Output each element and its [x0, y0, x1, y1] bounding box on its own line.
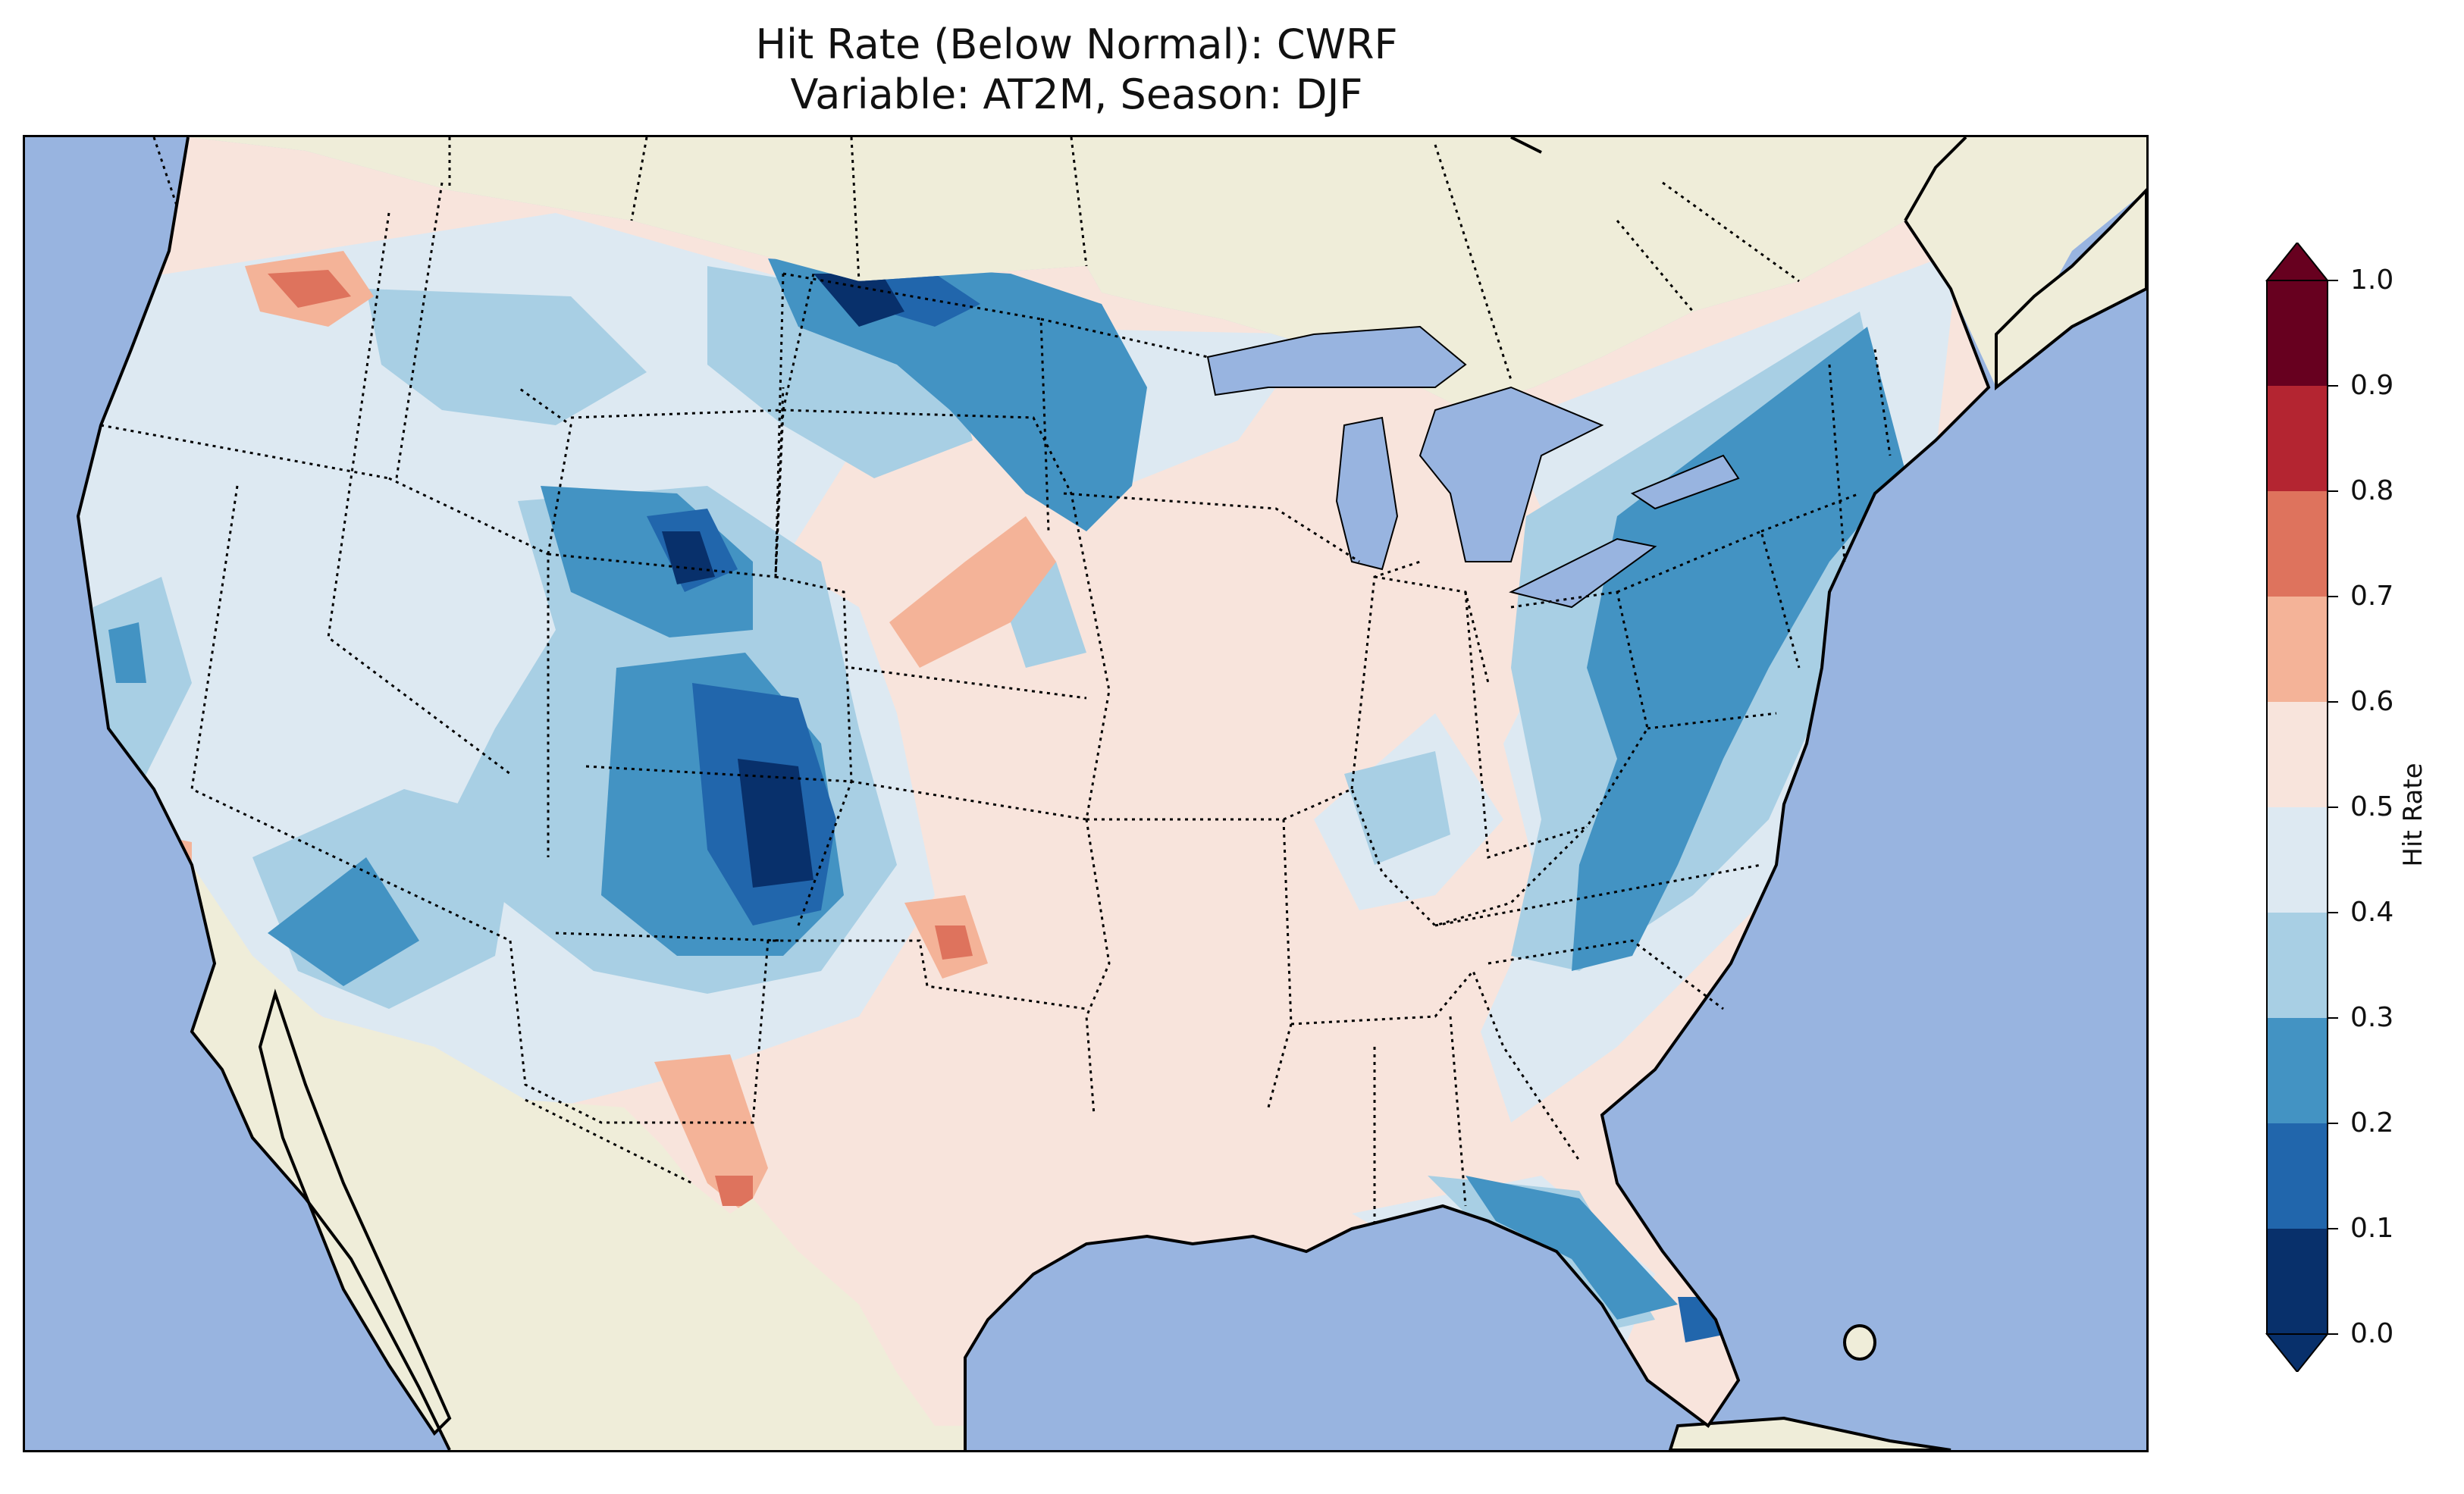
- colorbar-bin: [2267, 1229, 2328, 1334]
- colorbar: 1.0 0.9 0.8 0.7 0.6 0.5 0.4 0.3 0.2 0.1 0.0: [2259, 241, 2456, 1373]
- map-canvas: [25, 137, 2146, 1450]
- colorbar-tick-label: 0.4: [2350, 897, 2394, 928]
- title-line-1: Hit Rate (Below Normal): CWRF: [755, 20, 1398, 68]
- colorbar-bin: [2267, 807, 2328, 913]
- colorbar-graphic: [2265, 241, 2338, 1373]
- international-borders: [152, 137, 1800, 1185]
- colorbar-tick-label: 0.9: [2350, 370, 2394, 401]
- colorbar-extend-max: [2265, 241, 2330, 281]
- colorbar-tick-label: 0.7: [2350, 581, 2394, 612]
- colorbar-tick-label: 0.6: [2350, 686, 2394, 717]
- colorbar-bin: [2267, 702, 2328, 807]
- colorbar-tick-label: 0.3: [2350, 1002, 2394, 1033]
- colorbar-tick-label: 0.2: [2350, 1107, 2394, 1139]
- colorbar-bin: [2267, 1018, 2328, 1123]
- colorbar-bin: [2267, 1123, 2328, 1229]
- colorbar-extend-min: [2265, 1333, 2330, 1373]
- colorbar-tick-label: 0.5: [2350, 791, 2394, 822]
- colorbar-tick-label: 0.0: [2350, 1318, 2394, 1349]
- coastlines: [76, 137, 1991, 1450]
- colorbar-bin: [2267, 597, 2328, 702]
- colorbar-bin: [2267, 913, 2328, 1018]
- state-boundaries: [100, 182, 1892, 1229]
- title-line-2: Variable: AT2M, Season: DJF: [790, 70, 1363, 118]
- map-panel: [23, 135, 2149, 1452]
- colorbar-tick-label: 0.1: [2350, 1213, 2394, 1244]
- colorbar-label: Hit Rate: [2398, 763, 2428, 867]
- colorbar-tick-marks: [2328, 280, 2338, 1335]
- great-lakes: [1206, 325, 1740, 609]
- figure-title: Hit Rate (Below Normal): CWRF Variable: …: [0, 20, 2153, 120]
- colorbar-bin: [2267, 491, 2328, 597]
- colorbar-bin: [2267, 386, 2328, 491]
- colorbar-tick-label: 1.0: [2350, 265, 2394, 296]
- colorbar-bins: [2267, 280, 2328, 1334]
- colorbar-bin: [2267, 280, 2328, 386]
- colorbar-tick-label: 0.8: [2350, 475, 2394, 506]
